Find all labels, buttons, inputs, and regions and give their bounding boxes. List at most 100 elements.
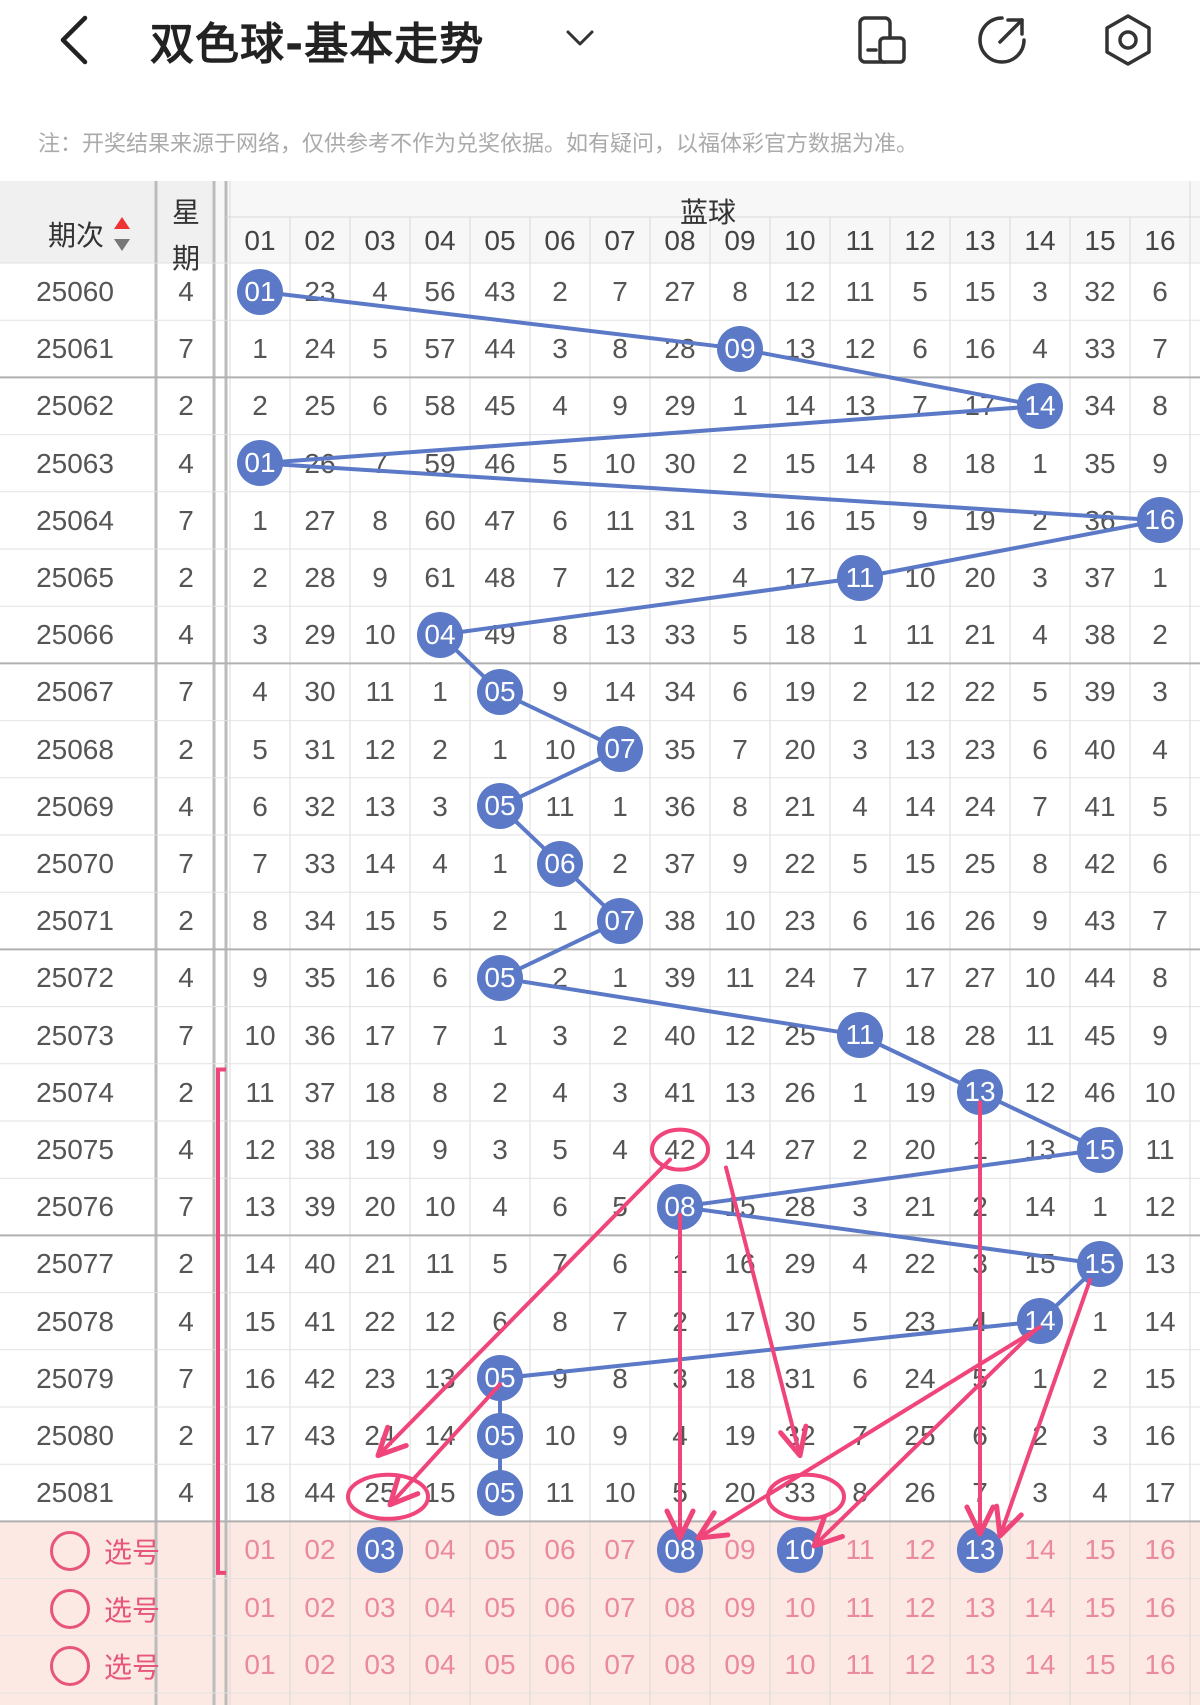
omission-cell: 49 bbox=[484, 619, 516, 651]
selectable-number[interactable]: 16 bbox=[1144, 1648, 1176, 1680]
selectable-number[interactable]: 05 bbox=[484, 1534, 516, 1566]
omission-cell: 3 bbox=[552, 1019, 568, 1051]
omission-cell: 46 bbox=[1084, 1076, 1116, 1108]
share-icon[interactable] bbox=[974, 12, 1030, 68]
omission-cell: 25 bbox=[304, 390, 336, 422]
omission-cell: 3 bbox=[612, 1076, 628, 1108]
settings-gear-icon[interactable] bbox=[1100, 12, 1156, 68]
omission-cell: 25 bbox=[904, 1420, 936, 1451]
omission-cell: 19 bbox=[364, 1134, 396, 1165]
selectable-number[interactable]: 05 bbox=[484, 1591, 516, 1623]
selected-number-ball[interactable]: 03 bbox=[357, 1527, 403, 1573]
selected-number-ball[interactable]: 13 bbox=[957, 1527, 1003, 1573]
selectable-number[interactable]: 07 bbox=[604, 1534, 636, 1566]
omission-cell: 14 bbox=[1144, 1305, 1176, 1337]
selectable-number[interactable]: 09 bbox=[724, 1591, 756, 1623]
selectable-number[interactable]: 14 bbox=[1024, 1534, 1056, 1566]
selectable-number[interactable]: 02 bbox=[304, 1591, 336, 1623]
sort-arrows-icon[interactable] bbox=[112, 213, 132, 255]
selectable-number[interactable]: 12 bbox=[904, 1534, 936, 1566]
omission-cell: 1 bbox=[492, 848, 508, 879]
selectable-number[interactable]: 13 bbox=[964, 1591, 996, 1623]
omission-cell: 21 bbox=[904, 1191, 936, 1223]
omission-cell: 14 bbox=[364, 848, 396, 879]
omission-cell: 3 bbox=[1032, 276, 1048, 307]
selectable-number[interactable]: 01 bbox=[244, 1591, 276, 1623]
omission-cell: 26 bbox=[964, 905, 996, 937]
omission-cell: 16 bbox=[244, 1362, 276, 1394]
hit-ball: 11 bbox=[837, 1012, 883, 1059]
period-column-header[interactable]: 期次 bbox=[48, 219, 105, 252]
omission-cell: 40 bbox=[304, 1248, 336, 1280]
pick-radio[interactable] bbox=[50, 1588, 90, 1629]
chevron-down-icon[interactable] bbox=[562, 20, 598, 56]
selectable-number[interactable]: 16 bbox=[1144, 1534, 1176, 1566]
selectable-number[interactable]: 03 bbox=[364, 1648, 396, 1680]
selectable-number[interactable]: 07 bbox=[604, 1591, 636, 1623]
period-cell: 25075 bbox=[36, 1134, 114, 1165]
pick-radio[interactable] bbox=[50, 1531, 90, 1572]
omission-cell: 25 bbox=[784, 1019, 816, 1051]
omission-cell: 2 bbox=[1092, 1362, 1108, 1394]
omission-cell: 16 bbox=[1144, 1420, 1176, 1451]
omission-cell: 2 bbox=[432, 733, 448, 765]
selectable-number[interactable]: 12 bbox=[904, 1648, 936, 1680]
selectable-number[interactable]: 04 bbox=[424, 1591, 456, 1623]
omission-cell: 7 bbox=[852, 962, 868, 994]
selectable-number[interactable]: 14 bbox=[1024, 1591, 1056, 1623]
omission-cell: 30 bbox=[784, 1305, 816, 1337]
omission-cell: 1 bbox=[672, 1248, 688, 1280]
selectable-number[interactable]: 09 bbox=[724, 1534, 756, 1566]
selectable-number[interactable]: 06 bbox=[544, 1534, 576, 1566]
period-cell: 25076 bbox=[36, 1191, 114, 1223]
selectable-number[interactable]: 05 bbox=[484, 1648, 516, 1680]
selectable-number[interactable]: 13 bbox=[964, 1648, 996, 1680]
selectable-number[interactable]: 14 bbox=[1024, 1648, 1056, 1680]
number-header-cell: 01 bbox=[244, 225, 276, 256]
selectable-number[interactable]: 10 bbox=[784, 1591, 816, 1623]
selectable-number[interactable]: 15 bbox=[1084, 1591, 1116, 1623]
selectable-number[interactable]: 04 bbox=[424, 1534, 456, 1566]
omission-cell: 5 bbox=[852, 1305, 868, 1337]
layout-toggle-icon[interactable] bbox=[854, 12, 910, 68]
omission-cell: 6 bbox=[252, 790, 268, 822]
omission-cell: 13 bbox=[904, 733, 936, 765]
selectable-number[interactable]: 02 bbox=[304, 1648, 336, 1680]
omission-cell: 2 bbox=[672, 1305, 688, 1337]
selectable-number[interactable]: 11 bbox=[845, 1648, 875, 1680]
selectable-number[interactable]: 08 bbox=[664, 1591, 696, 1623]
pick-label[interactable]: 选号 bbox=[104, 1593, 161, 1627]
selectable-number[interactable]: 04 bbox=[424, 1648, 456, 1680]
omission-cell: 4 bbox=[1152, 733, 1168, 765]
week-cell: 2 bbox=[178, 1076, 194, 1108]
omission-cell: 3 bbox=[852, 733, 868, 765]
selectable-number[interactable]: 06 bbox=[544, 1648, 576, 1680]
selectable-number[interactable]: 09 bbox=[724, 1648, 756, 1680]
pick-label[interactable]: 选号 bbox=[104, 1650, 161, 1684]
omission-cell: 3 bbox=[972, 1248, 988, 1280]
omission-cell: 6 bbox=[972, 1420, 988, 1451]
selectable-number[interactable]: 15 bbox=[1084, 1534, 1116, 1566]
selectable-number[interactable]: 07 bbox=[604, 1648, 636, 1680]
omission-cell: 9 bbox=[252, 962, 268, 994]
selectable-number[interactable]: 02 bbox=[304, 1534, 336, 1566]
selectable-number[interactable]: 06 bbox=[544, 1591, 576, 1623]
selectable-number[interactable]: 16 bbox=[1144, 1591, 1176, 1623]
selectable-number[interactable]: 11 bbox=[845, 1591, 875, 1623]
selectable-number[interactable]: 15 bbox=[1084, 1648, 1116, 1680]
chevron-left-icon[interactable] bbox=[55, 10, 95, 70]
selectable-number[interactable]: 11 bbox=[845, 1534, 875, 1566]
pick-radio[interactable] bbox=[50, 1645, 90, 1686]
selectable-number[interactable]: 10 bbox=[784, 1648, 816, 1680]
selectable-number[interactable]: 01 bbox=[244, 1534, 276, 1566]
selected-number-ball[interactable]: 10 bbox=[777, 1527, 823, 1573]
omission-cell: 22 bbox=[784, 848, 816, 879]
selectable-number[interactable]: 12 bbox=[904, 1591, 936, 1623]
selected-number-ball[interactable]: 08 bbox=[657, 1527, 703, 1573]
pick-label[interactable]: 选号 bbox=[104, 1536, 161, 1570]
selectable-number[interactable]: 03 bbox=[364, 1591, 396, 1623]
selectable-number[interactable]: 01 bbox=[244, 1648, 276, 1680]
selectable-number[interactable]: 08 bbox=[664, 1648, 696, 1680]
omission-cell: 15 bbox=[1024, 1248, 1056, 1280]
app-header: 双色球-基本走势 bbox=[0, 0, 1200, 90]
